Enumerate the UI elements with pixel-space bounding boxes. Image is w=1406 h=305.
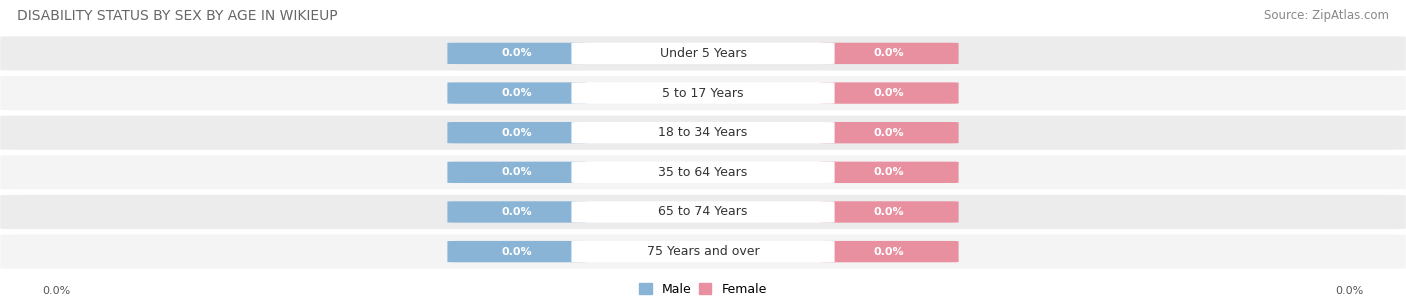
Text: 0.0%: 0.0% [502,48,533,58]
Text: 0.0%: 0.0% [873,167,904,177]
Text: 0.0%: 0.0% [502,88,533,98]
FancyBboxPatch shape [820,122,959,143]
Text: 75 Years and over: 75 Years and over [647,245,759,258]
FancyBboxPatch shape [0,235,1406,269]
FancyBboxPatch shape [0,36,1406,70]
Text: Source: ZipAtlas.com: Source: ZipAtlas.com [1264,9,1389,22]
FancyBboxPatch shape [571,162,835,183]
Text: Under 5 Years: Under 5 Years [659,47,747,60]
FancyBboxPatch shape [0,195,1406,229]
Text: 0.0%: 0.0% [502,167,533,177]
Text: 0.0%: 0.0% [1336,286,1364,296]
Text: 35 to 64 Years: 35 to 64 Years [658,166,748,179]
Text: 0.0%: 0.0% [873,88,904,98]
FancyBboxPatch shape [571,122,835,143]
Text: 18 to 34 Years: 18 to 34 Years [658,126,748,139]
FancyBboxPatch shape [571,201,835,223]
FancyBboxPatch shape [571,241,835,262]
Text: 0.0%: 0.0% [502,247,533,257]
FancyBboxPatch shape [820,82,959,104]
FancyBboxPatch shape [447,241,586,262]
Text: 65 to 74 Years: 65 to 74 Years [658,206,748,218]
Text: 0.0%: 0.0% [502,207,533,217]
Text: 0.0%: 0.0% [502,128,533,138]
FancyBboxPatch shape [0,116,1406,150]
FancyBboxPatch shape [0,76,1406,110]
Text: 0.0%: 0.0% [873,128,904,138]
Text: 5 to 17 Years: 5 to 17 Years [662,87,744,99]
Text: 0.0%: 0.0% [873,207,904,217]
FancyBboxPatch shape [447,82,586,104]
FancyBboxPatch shape [0,155,1406,189]
FancyBboxPatch shape [447,201,586,223]
Text: 0.0%: 0.0% [42,286,70,296]
FancyBboxPatch shape [447,122,586,143]
FancyBboxPatch shape [571,82,835,104]
Text: DISABILITY STATUS BY SEX BY AGE IN WIKIEUP: DISABILITY STATUS BY SEX BY AGE IN WIKIE… [17,9,337,23]
FancyBboxPatch shape [820,43,959,64]
FancyBboxPatch shape [571,43,835,64]
Text: 0.0%: 0.0% [873,48,904,58]
FancyBboxPatch shape [820,162,959,183]
FancyBboxPatch shape [447,43,586,64]
FancyBboxPatch shape [820,241,959,262]
FancyBboxPatch shape [447,162,586,183]
Legend: Male, Female: Male, Female [640,283,766,296]
FancyBboxPatch shape [820,201,959,223]
Text: 0.0%: 0.0% [873,247,904,257]
